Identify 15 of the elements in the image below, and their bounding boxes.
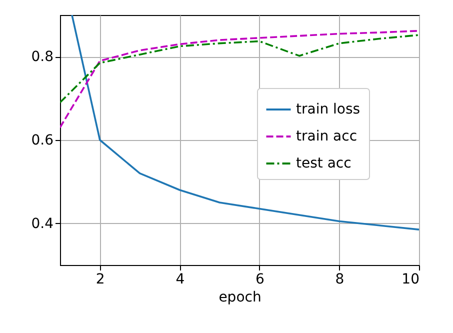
y-tick-label: 0.6 [31,132,54,148]
x-axis-title: epoch [218,290,262,306]
legend-label: train loss [296,102,360,118]
line-series [71,15,419,230]
x-tick-label: 10 [402,272,420,288]
legend-label: test acc [296,156,352,172]
x-tick-label: 4 [176,272,185,288]
line-series [60,30,419,128]
x-tick-label: 6 [255,272,264,288]
x-tick-label: 2 [96,272,105,288]
line-series [60,34,419,104]
x-tick-label: 8 [335,272,344,288]
legend-label: train acc [296,128,358,144]
y-tick-label: 0.4 [31,216,54,232]
y-tick-label: 0.8 [31,49,54,66]
